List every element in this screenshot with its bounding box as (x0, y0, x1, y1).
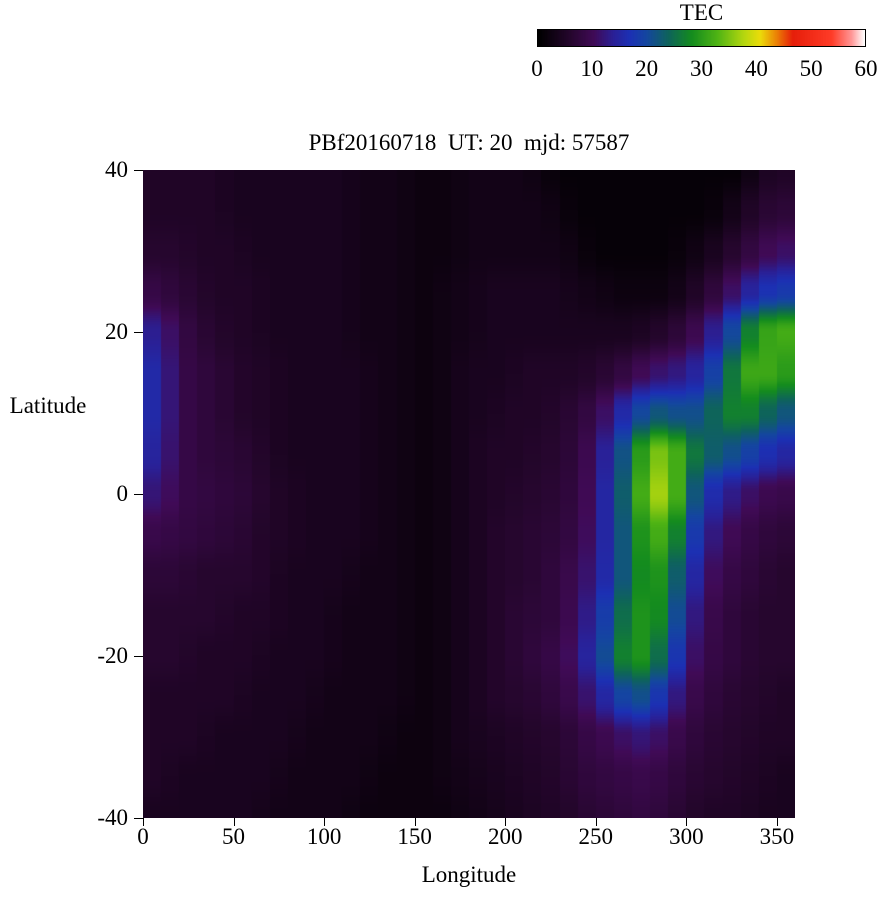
colorbar-tick-label: 40 (744, 56, 768, 81)
x-tick-label: 250 (578, 824, 614, 849)
y-tick-mark (134, 818, 143, 819)
colorbar-tick-label: 0 (531, 56, 543, 81)
x-axis-label: Longitude (421, 862, 517, 887)
y-tick-mark (134, 494, 143, 495)
y-tick-label: -40 (97, 805, 128, 830)
x-tick-mark (596, 818, 597, 826)
y-tick-label: 40 (105, 157, 128, 182)
x-tick-label: 300 (669, 824, 704, 849)
x-tick-label: 0 (137, 824, 149, 849)
colorbar-tick-label: 30 (690, 56, 713, 81)
colorbar-tick-label: 20 (635, 56, 659, 81)
y-tick-label: 0 (116, 481, 129, 506)
colorbar-tick-label: 60 (854, 56, 878, 81)
x-tick-label: 150 (397, 824, 432, 849)
plot-title: PBf20160718 UT: 20 mjd: 57587 (308, 130, 630, 155)
x-tick-label: 350 (759, 824, 795, 849)
x-tick-mark (415, 818, 416, 826)
x-tick-mark (686, 818, 687, 826)
x-tick-mark (777, 818, 778, 826)
x-tick-label: 100 (306, 824, 342, 849)
x-tick-mark (505, 818, 506, 826)
x-tick-label: 200 (487, 824, 523, 849)
x-tick-mark (234, 818, 235, 826)
colorbar-gradient (538, 30, 865, 46)
colorbar-tick-label: 10 (580, 56, 604, 81)
y-tick-label: -20 (97, 643, 128, 668)
x-tick-mark (143, 818, 144, 826)
y-tick-mark (134, 332, 143, 333)
x-tick-mark (324, 818, 325, 826)
y-axis-label: Latitude (9, 393, 87, 418)
colorbar (537, 29, 866, 47)
y-tick-label: 20 (105, 319, 128, 344)
x-tick-label: 50 (222, 824, 246, 849)
heatmap (143, 170, 795, 818)
colorbar-tick-label: 50 (799, 56, 823, 81)
y-tick-mark (134, 656, 143, 657)
y-tick-mark (134, 170, 143, 171)
colorbar-title: TEC (679, 0, 724, 25)
